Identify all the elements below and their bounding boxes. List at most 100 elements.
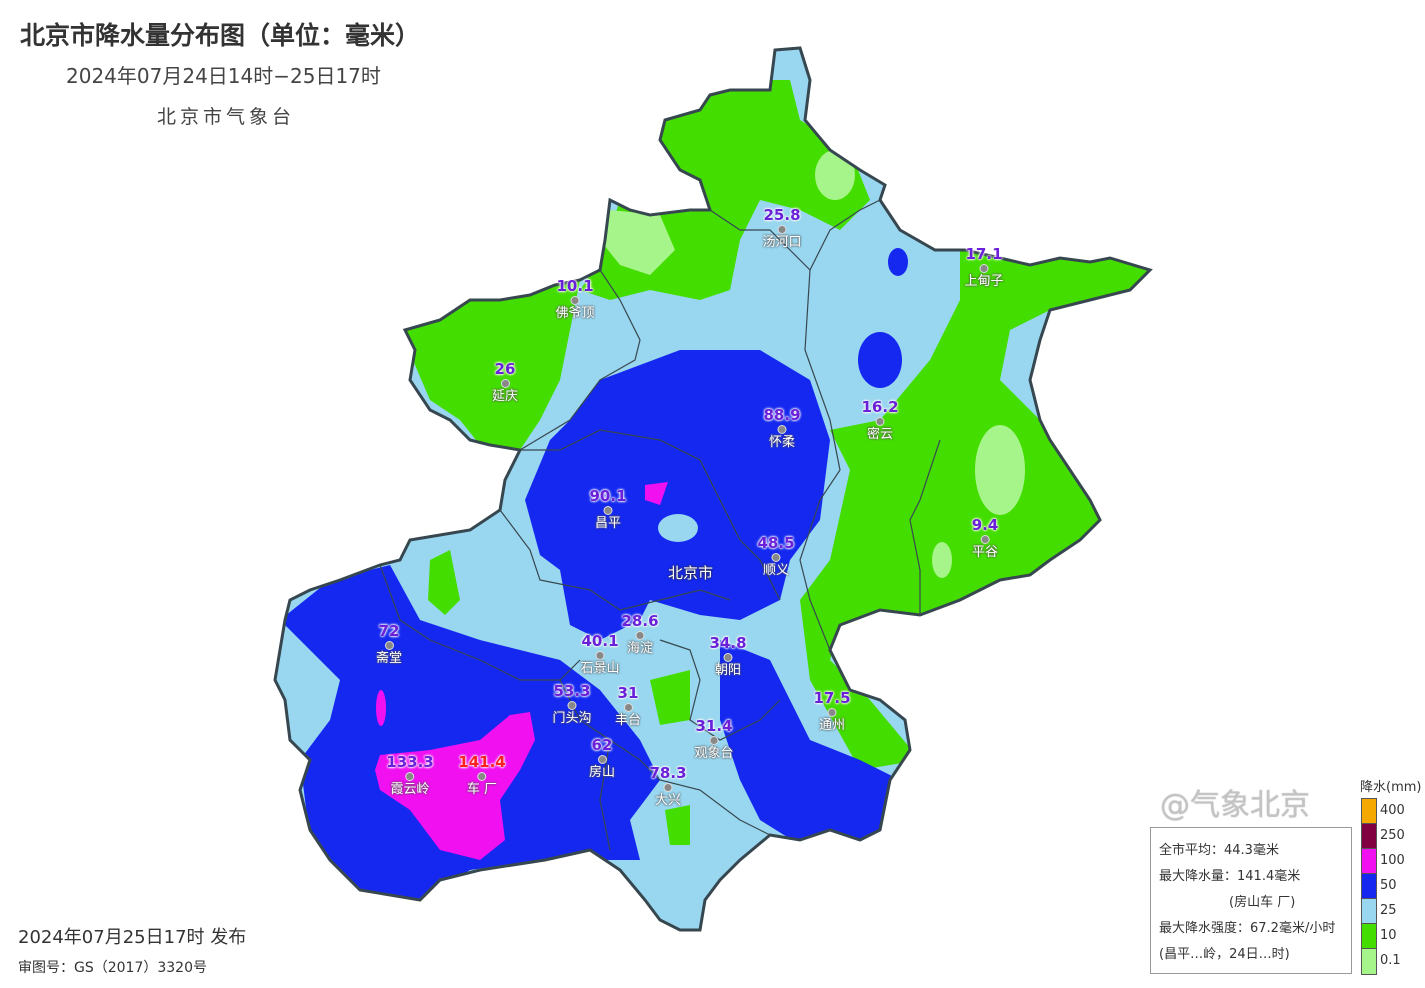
station[interactable]: 31 丰台 [615, 684, 641, 729]
station-name: 霞云岭 [390, 782, 430, 797]
station-name: 门头沟 [552, 711, 592, 726]
station-name: 平谷 [971, 545, 999, 560]
legend: 降水(mm) 400 250 100 50 25 10 0.1 [1360, 776, 1421, 975]
station-name: 房山 [588, 765, 616, 780]
station-value: 28.6 [621, 612, 659, 630]
summary-box: 全市平均：44.3毫米 最大降水量：141.4毫米 (房山车 厂) 最大降水强度… [1150, 827, 1352, 974]
rain-0-10-areas [600, 150, 1025, 578]
station-value: 78.3 [649, 764, 687, 782]
station-value: 90.1 [589, 487, 627, 505]
station[interactable]: 40.1 石景山 [580, 632, 619, 677]
station-dot [663, 783, 673, 792]
map-title: 北京市降水量分布图（单位：毫米） [20, 21, 421, 50]
time-range: 2024年07月24日14时−25日17时 [66, 64, 381, 88]
station[interactable]: 17.5 通州 [813, 689, 850, 734]
organization: 北京市气象台 [157, 106, 296, 128]
station-value: 88.9 [763, 406, 801, 424]
station-dot [500, 379, 510, 388]
station-dot [567, 701, 577, 710]
station-dot [723, 653, 733, 662]
station-name: 通州 [818, 718, 846, 733]
max-intensity-station: (昌平…岭，24日…时) [1159, 947, 1290, 962]
station-dot [603, 506, 613, 515]
max-rainfall: 最大降水量：141.4毫米 [1159, 869, 1301, 884]
rain-50-100-areas [280, 248, 908, 900]
station[interactable]: 31.4 观象台 [694, 717, 733, 762]
station-dot [405, 772, 415, 781]
legend-swatch [1361, 873, 1377, 900]
station[interactable]: 26 延庆 [492, 360, 518, 405]
station[interactable]: 25.8 汤河口 [762, 206, 801, 251]
legend-swatch [1361, 898, 1377, 925]
station[interactable]: 133.3 霞云岭 [386, 753, 433, 798]
station-dot [595, 651, 605, 660]
station-name: 大兴 [654, 793, 682, 808]
station-max[interactable]: 141.4 车 厂 [458, 753, 505, 798]
station-value: 141.4 [458, 753, 506, 771]
station-name: 海淀 [626, 641, 654, 656]
station-value: 26 [494, 360, 516, 378]
legend-swatch [1361, 848, 1377, 875]
station-dot [384, 641, 394, 650]
station-value: 9.4 [971, 516, 999, 534]
station-name: 上甸子 [964, 274, 1004, 289]
station-dot [623, 703, 633, 712]
station[interactable]: 16.2 密云 [861, 398, 898, 443]
station-name: 丰台 [614, 713, 642, 728]
station[interactable]: 48.5 顺义 [757, 534, 794, 579]
legend-label: 400 [1380, 803, 1405, 818]
station-name: 车 厂 [466, 782, 498, 797]
station-dot [980, 535, 990, 544]
station-dot [477, 772, 487, 781]
district-borders [379, 199, 941, 851]
station-value: 34.8 [709, 634, 747, 652]
station-value: 133.3 [386, 753, 434, 771]
station-dot [979, 264, 989, 273]
station[interactable]: 17.1 上甸子 [964, 245, 1003, 290]
station-value: 25.8 [763, 206, 801, 224]
station[interactable]: 62 房山 [589, 736, 615, 781]
station-value: 40.1 [581, 632, 619, 650]
legend-label: 0.1 [1380, 953, 1401, 968]
station[interactable]: 9.4 平谷 [972, 516, 999, 561]
station-dot [875, 417, 885, 426]
station-name: 顺义 [762, 563, 790, 578]
station-name: 怀柔 [768, 435, 796, 450]
station-dot [635, 631, 645, 640]
station[interactable]: 78.3 大兴 [649, 764, 686, 809]
station-name: 密云 [866, 427, 894, 442]
station-dot [570, 296, 580, 305]
station-value: 31.4 [695, 717, 733, 735]
station-name: 朝阳 [714, 663, 742, 678]
station-name: 昌平 [594, 516, 622, 531]
station-name: 佛爷顶 [555, 306, 595, 321]
station[interactable]: 10.1 佛爷顶 [555, 277, 594, 322]
station-dot [597, 755, 607, 764]
watermark: @气象北京 [1160, 788, 1310, 823]
legend-label: 10 [1380, 928, 1397, 943]
map-approval-number: 审图号：GS（2017）3320号 [18, 960, 207, 976]
station[interactable]: 72 斋堂 [376, 622, 402, 667]
station[interactable]: 88.9 怀柔 [763, 406, 800, 451]
station-value: 16.2 [861, 398, 899, 416]
station-value: 10.1 [556, 277, 594, 295]
legend-label: 25 [1380, 903, 1397, 918]
legend-label: 50 [1380, 878, 1397, 893]
station-name: 斋堂 [375, 651, 403, 666]
station-value: 62 [591, 736, 613, 754]
station-dot [771, 553, 781, 562]
station[interactable]: 53.3 门头沟 [552, 682, 591, 727]
station[interactable]: 28.6 海淀 [621, 612, 658, 657]
max-rainfall-station: (房山车 厂) [1229, 895, 1296, 910]
station-name: 汤河口 [762, 235, 802, 250]
station[interactable]: 90.1 昌平 [589, 487, 626, 532]
legend-swatch [1361, 823, 1377, 850]
station[interactable]: 34.8 朝阳 [709, 634, 746, 679]
city-average: 全市平均：44.3毫米 [1159, 843, 1279, 858]
station-value: 17.1 [965, 245, 1003, 263]
station-dot [777, 225, 787, 234]
station-name: 延庆 [491, 389, 519, 404]
station-value: 31 [617, 684, 639, 702]
